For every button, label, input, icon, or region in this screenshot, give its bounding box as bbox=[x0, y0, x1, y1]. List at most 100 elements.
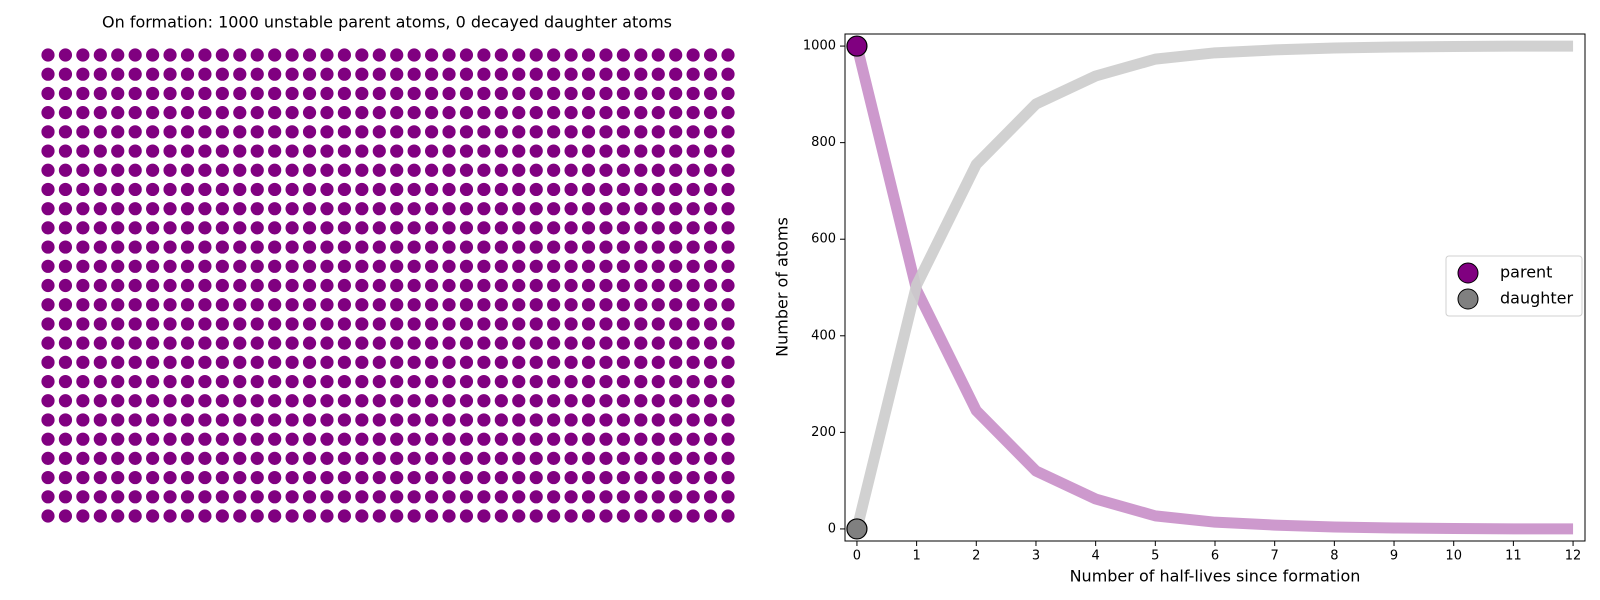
parent-atom bbox=[512, 67, 526, 81]
parent-atom bbox=[634, 298, 648, 312]
parent-atom bbox=[703, 182, 718, 197]
parent-atom bbox=[703, 432, 718, 446]
parent-atom bbox=[634, 394, 648, 408]
parent-atom bbox=[529, 451, 543, 465]
parent-atom bbox=[146, 259, 160, 273]
parent-atom bbox=[285, 278, 299, 293]
parent-atom bbox=[93, 490, 107, 504]
parent-atom bbox=[372, 67, 386, 81]
parent-atom bbox=[390, 240, 404, 254]
parent-atom bbox=[302, 394, 317, 408]
parent-atom bbox=[616, 259, 630, 273]
parent-atom bbox=[268, 259, 282, 273]
parent-atom bbox=[163, 48, 177, 62]
parent-atom bbox=[198, 278, 212, 293]
parent-atom bbox=[58, 182, 73, 197]
parent-atom bbox=[93, 278, 107, 293]
parent-atom bbox=[494, 394, 508, 408]
parent-atom bbox=[721, 336, 735, 350]
parent-atom bbox=[651, 374, 665, 389]
parent-atom bbox=[669, 221, 683, 235]
parent-atom bbox=[58, 240, 73, 254]
parent-atom bbox=[581, 182, 596, 197]
parent-atom bbox=[302, 470, 317, 485]
parent-atom bbox=[268, 86, 282, 101]
parent-atom bbox=[163, 221, 177, 235]
parent-atom bbox=[41, 278, 55, 293]
parent-atom bbox=[390, 470, 404, 485]
parent-atom bbox=[634, 163, 648, 177]
parent-atom bbox=[703, 490, 718, 504]
parent-atom bbox=[651, 355, 665, 369]
parent-atom bbox=[372, 355, 386, 369]
parent-atom bbox=[459, 374, 474, 389]
parent-atom bbox=[337, 355, 352, 369]
parent-atom bbox=[41, 336, 55, 350]
parent-atom bbox=[233, 509, 247, 523]
parent-atom bbox=[337, 48, 352, 62]
parent-atom bbox=[250, 490, 264, 504]
parent-atom bbox=[651, 106, 665, 120]
parent-atom bbox=[337, 163, 352, 177]
parent-atom bbox=[390, 394, 404, 408]
parent-atom bbox=[424, 278, 439, 293]
parent-atom bbox=[442, 86, 456, 101]
parent-atom bbox=[442, 221, 456, 235]
parent-atom bbox=[198, 470, 212, 485]
parent-atom bbox=[442, 144, 456, 158]
parent-atom bbox=[180, 278, 195, 293]
parent-atom bbox=[564, 355, 578, 369]
parent-atom bbox=[58, 278, 73, 293]
parent-atom bbox=[320, 394, 334, 408]
parent-atom bbox=[547, 413, 561, 427]
parent-atom bbox=[372, 144, 386, 158]
parent-atom bbox=[459, 163, 474, 177]
parent-atom bbox=[58, 48, 73, 62]
parent-atom bbox=[494, 298, 508, 312]
parent-atom bbox=[424, 509, 439, 523]
parent-atom bbox=[128, 125, 142, 139]
parent-atom bbox=[180, 48, 195, 62]
parent-atom bbox=[180, 221, 195, 235]
parent-atom bbox=[268, 509, 282, 523]
parent-atom bbox=[390, 374, 404, 389]
parent-atom bbox=[320, 48, 334, 62]
parent-atom bbox=[477, 470, 491, 485]
parent-atom bbox=[564, 106, 578, 120]
parent-atom bbox=[355, 163, 369, 177]
parent-atom bbox=[477, 221, 491, 235]
parent-atom bbox=[424, 336, 439, 350]
parent-atom bbox=[442, 355, 456, 369]
parent-atom bbox=[634, 374, 648, 389]
parent-atom bbox=[41, 86, 55, 101]
parent-atom bbox=[111, 202, 125, 216]
parent-atom bbox=[163, 259, 177, 273]
parent-atom bbox=[76, 413, 90, 427]
parent-atom bbox=[721, 106, 735, 120]
parent-atom bbox=[547, 374, 561, 389]
parent-atom bbox=[355, 451, 369, 465]
parent-atom bbox=[111, 221, 125, 235]
parent-atom bbox=[198, 509, 212, 523]
parent-atom bbox=[198, 202, 212, 216]
parent-atom bbox=[703, 106, 718, 120]
parent-atom bbox=[407, 298, 421, 312]
parent-atom bbox=[529, 259, 543, 273]
parent-atom bbox=[669, 451, 683, 465]
parent-atom bbox=[599, 298, 613, 312]
parent-atom bbox=[390, 278, 404, 293]
parent-atom bbox=[337, 67, 352, 81]
parent-atom bbox=[93, 432, 107, 446]
parent-atom bbox=[320, 202, 334, 216]
parent-atom bbox=[477, 374, 491, 389]
parent-atom bbox=[547, 48, 561, 62]
parent-atom bbox=[721, 509, 735, 523]
parent-atom bbox=[372, 509, 386, 523]
parent-atom bbox=[686, 259, 700, 273]
parent-atom bbox=[111, 336, 125, 350]
parent-atom bbox=[442, 317, 456, 331]
parent-atom bbox=[146, 509, 160, 523]
parent-atom bbox=[320, 86, 334, 101]
parent-atom bbox=[198, 413, 212, 427]
parent-atom bbox=[424, 413, 439, 427]
